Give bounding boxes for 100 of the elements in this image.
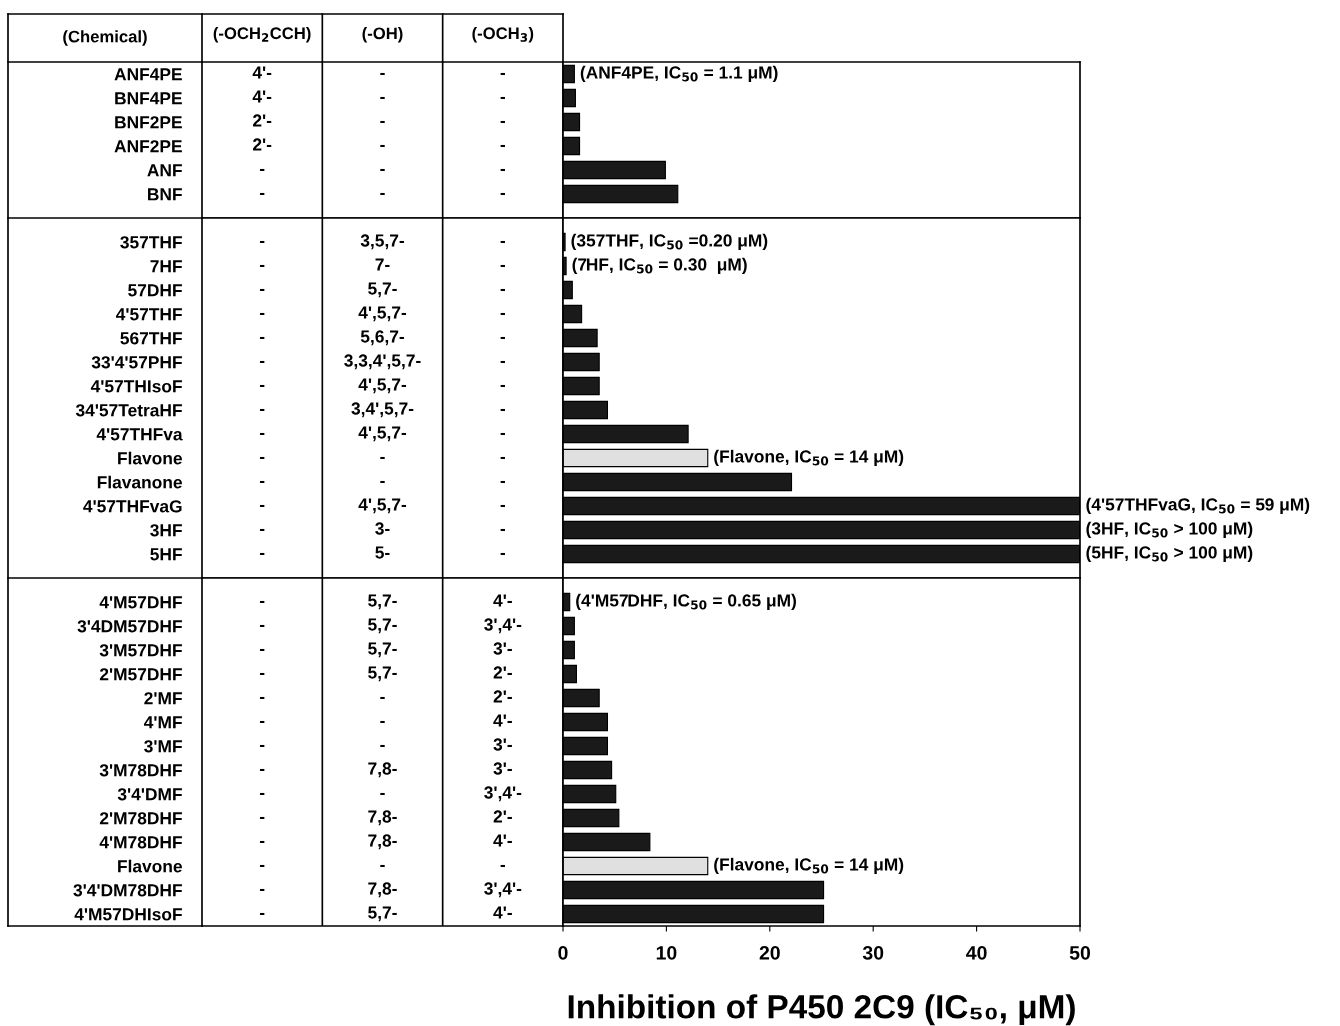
text: - xyxy=(259,432,265,436)
text: 4'- xyxy=(493,714,512,727)
text: - xyxy=(500,504,506,508)
text: 5,7- xyxy=(368,642,397,658)
y-tick-label: ANF xyxy=(147,164,182,177)
text: - xyxy=(259,528,265,532)
text: - xyxy=(380,480,385,484)
text: - xyxy=(380,96,385,100)
text: 2'- xyxy=(252,138,272,151)
y-tick-label: 4'57THFva xyxy=(96,428,183,441)
text: - xyxy=(259,408,265,412)
text: - xyxy=(500,360,506,364)
text: - xyxy=(259,912,265,916)
x-tick-label: 0 xyxy=(558,945,568,960)
text: - xyxy=(259,720,265,724)
text: - xyxy=(259,552,265,556)
text: 2'- xyxy=(493,810,512,823)
text: - xyxy=(259,864,265,868)
x-axis-title: Inhibition of P450 2C9 (IC₅₀, μM) xyxy=(568,994,1075,1026)
text: - xyxy=(500,192,506,196)
y-tick-label: 2'MF xyxy=(144,692,182,705)
y-tick-label: 4'57THFvaG xyxy=(83,500,182,513)
text: 3,3,4',5,7- xyxy=(344,354,421,370)
text: - xyxy=(380,720,385,724)
text: 3- xyxy=(375,522,390,535)
text: - xyxy=(259,840,265,844)
text: - xyxy=(259,456,265,460)
text: - xyxy=(380,744,385,748)
text: - xyxy=(259,696,265,700)
text: - xyxy=(259,648,265,652)
text: 2'- xyxy=(252,114,272,127)
text: 5,7- xyxy=(368,594,397,610)
text: 3',4'- xyxy=(484,786,522,802)
text: - xyxy=(380,144,385,148)
text: - xyxy=(500,120,506,124)
y-tick-label: 4'57THIsoF xyxy=(90,380,182,393)
text: 4',5,7- xyxy=(358,378,407,394)
text: - xyxy=(259,360,265,364)
text: 7- xyxy=(375,258,390,271)
text: 5,7- xyxy=(368,666,397,682)
x-tick-label: 30 xyxy=(862,945,884,960)
text: 4',5,7- xyxy=(358,498,407,514)
text: - xyxy=(259,336,265,340)
data-label: (4'M57DHF, IC$_{50}$ = 0.65 μM) xyxy=(576,593,796,611)
text: - xyxy=(500,312,506,316)
x-tick-label: 20 xyxy=(759,945,780,960)
text: 3'- xyxy=(493,642,512,655)
data-label: (Flavone, IC$_{50}$ = 14 μM) xyxy=(714,449,904,467)
y-tick-label: 3'MF xyxy=(144,740,182,753)
text: - xyxy=(500,240,506,244)
y-tick-label: 2'M57DHF xyxy=(99,668,182,681)
text: - xyxy=(500,528,506,532)
y-tick-label: 4'M57DHIsoF xyxy=(74,908,182,921)
x-tick-label: (-OH) xyxy=(362,27,403,43)
y-tick-label: 4'57THF xyxy=(115,308,182,321)
text: - xyxy=(259,768,265,772)
text: - xyxy=(259,168,265,172)
y-tick-label: 4'M57DHF xyxy=(99,596,182,609)
text: - xyxy=(380,192,385,196)
text: 3,5,7- xyxy=(360,234,404,250)
text: 7,8- xyxy=(368,810,397,826)
y-axis-title: (Chemical) xyxy=(63,30,147,46)
text: - xyxy=(259,504,265,508)
y-tick-label: 567THF xyxy=(120,332,182,345)
y-tick-label: BNF xyxy=(148,188,182,201)
data-label: (ANF4PE, IC$_{50}$ = 1.1 μM) xyxy=(580,65,778,83)
text: - xyxy=(259,384,265,388)
y-tick-label: ANF2PE xyxy=(114,140,182,153)
text: - xyxy=(500,456,506,460)
text: 7,8- xyxy=(368,882,397,898)
y-tick-label: 34'57TetraHF xyxy=(75,404,182,417)
text: - xyxy=(259,624,265,628)
text: 5,7- xyxy=(368,906,397,922)
text: - xyxy=(380,792,385,796)
x-tick-label: 50 xyxy=(1069,945,1091,960)
y-tick-label: 57DHF xyxy=(128,284,182,297)
data-label: (3HF, IC$_{50}$ > 100 μM) xyxy=(1086,521,1253,539)
text: 4',5,7- xyxy=(358,426,407,442)
y-tick-label: 7HF xyxy=(150,260,182,273)
y-tick-label: 2'M78DHF xyxy=(99,812,182,825)
text: 4'- xyxy=(493,594,512,607)
text: - xyxy=(500,864,506,868)
data-label: (4'57THFvaG, IC$_{50}$ = 59 μM) xyxy=(1086,497,1310,515)
text: - xyxy=(380,120,385,124)
text: - xyxy=(259,480,265,484)
text: - xyxy=(259,672,265,676)
text: - xyxy=(259,816,265,820)
text: 7,8- xyxy=(368,762,397,778)
y-tick-label: Flavanone xyxy=(97,475,182,489)
text: 5- xyxy=(375,546,390,559)
x-tick-label: (-OCH$_{3}$) xyxy=(472,26,534,43)
y-tick-label: 5HF xyxy=(150,548,182,561)
y-tick-label: 3'M57DHF xyxy=(99,644,182,657)
text: - xyxy=(500,408,506,412)
text: - xyxy=(380,168,385,172)
text: - xyxy=(259,792,265,796)
text: - xyxy=(500,432,506,436)
text: - xyxy=(380,72,385,76)
text: 4'- xyxy=(252,90,272,103)
text: 5,7- xyxy=(368,618,397,634)
